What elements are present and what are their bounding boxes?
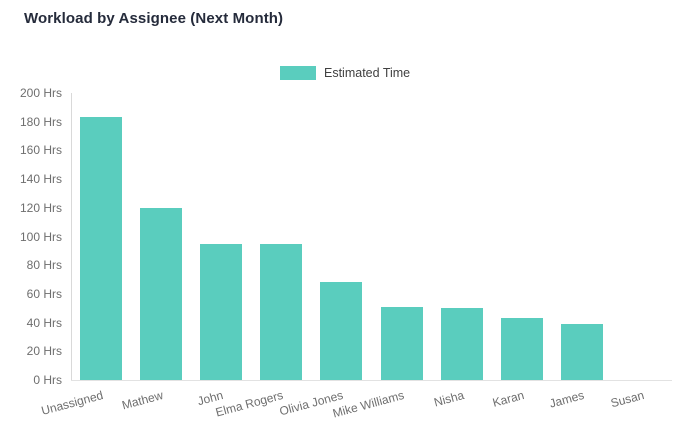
y-axis-label-20: 20 Hrs <box>26 344 62 359</box>
y-axis-label-0: 0 Hrs <box>33 373 62 387</box>
y-axis-label-120: 120 Hrs <box>19 200 62 215</box>
y-axis-label-160: 160 Hrs <box>19 143 62 158</box>
legend-label: Estimated Time <box>324 66 411 80</box>
bar-karan[interactable] <box>500 318 543 380</box>
chart-title: Workload by Assignee (Next Month) <box>24 10 284 27</box>
bar-mathew[interactable] <box>140 207 183 380</box>
bar-james[interactable] <box>560 324 603 380</box>
legend-item-estimated-time[interactable]: Estimated Time <box>280 66 410 80</box>
legend-swatch-icon <box>280 66 316 80</box>
bar-unassigned[interactable] <box>80 117 123 380</box>
y-axis-label-200: 200 Hrs <box>19 86 62 100</box>
bar-olivia-jones[interactable] <box>320 282 363 380</box>
bar-elma-rogers[interactable] <box>260 243 303 380</box>
bar-nisha[interactable] <box>440 308 483 380</box>
bar-mike-williams[interactable] <box>380 306 423 380</box>
y-axis-label-140: 140 Hrs <box>19 172 62 187</box>
y-axis-line <box>71 93 72 380</box>
y-axis-label-40: 40 Hrs <box>26 315 62 330</box>
y-axis-label-60: 60 Hrs <box>26 286 62 301</box>
x-axis-line <box>71 380 672 381</box>
y-axis-label-180: 180 Hrs <box>19 114 62 129</box>
bar-john[interactable] <box>200 243 243 380</box>
y-axis-label-100: 100 Hrs <box>19 229 62 244</box>
y-axis-label-80: 80 Hrs <box>26 258 62 273</box>
